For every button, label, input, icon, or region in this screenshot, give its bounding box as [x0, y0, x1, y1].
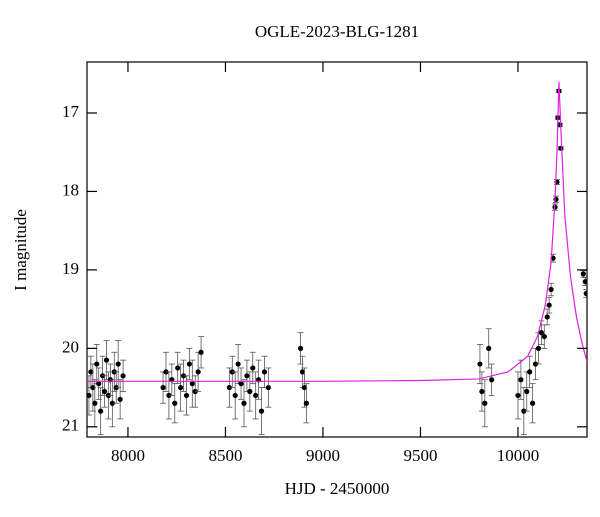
data-point — [303, 400, 309, 406]
data-point — [92, 400, 98, 406]
chart-title: OGLE-2023-BLG-1281 — [255, 22, 419, 41]
data-point — [232, 392, 238, 399]
data-point — [299, 369, 306, 375]
data-point — [101, 388, 108, 395]
data-point — [580, 271, 586, 277]
data-point — [172, 400, 178, 406]
data-point — [479, 388, 485, 395]
data-point — [88, 369, 94, 375]
data-point — [527, 369, 533, 375]
data-point — [538, 330, 544, 336]
data-point — [244, 373, 250, 379]
data-point — [582, 279, 587, 285]
data-point — [178, 384, 184, 391]
data-point — [183, 392, 190, 399]
data-point — [253, 392, 259, 399]
data-point — [301, 384, 308, 391]
data-point — [548, 286, 554, 293]
data-point — [241, 400, 247, 406]
data-point — [529, 400, 536, 406]
data-point — [297, 345, 304, 351]
data-point — [247, 388, 253, 395]
data-point — [261, 369, 268, 375]
x-axis-label: HJD - 2450000 — [285, 479, 390, 498]
data-point — [238, 381, 244, 387]
data-point — [96, 381, 102, 387]
data-point — [120, 373, 126, 379]
y-tick-label: 19 — [62, 259, 79, 278]
data-point — [186, 361, 192, 367]
data-point — [195, 369, 201, 375]
data-point — [544, 314, 550, 320]
data-point — [235, 361, 241, 367]
data-point — [175, 365, 181, 371]
data-point — [541, 333, 547, 340]
data-point — [558, 145, 564, 151]
plot-frame — [86, 61, 588, 438]
y-tick-label: 20 — [62, 337, 79, 356]
data-point — [94, 361, 100, 367]
data-point — [258, 408, 265, 414]
x-tick-label: 8000 — [111, 446, 145, 465]
data-point — [160, 384, 166, 391]
y-tick-label: 21 — [62, 416, 79, 435]
x-tick-label: 9000 — [306, 446, 340, 465]
data-point — [98, 408, 104, 414]
data-point — [198, 349, 204, 355]
y-tick-label: 18 — [62, 180, 79, 199]
x-tick-label: 9500 — [403, 446, 437, 465]
y-tick-label: 17 — [62, 102, 80, 121]
data-point — [546, 302, 552, 308]
data-point — [524, 388, 530, 395]
data-point — [489, 377, 495, 383]
data-point — [109, 400, 115, 406]
data-point — [477, 361, 483, 367]
data-point — [90, 384, 96, 391]
data-point — [265, 384, 271, 391]
data-point — [553, 196, 559, 202]
model-curve — [87, 81, 587, 382]
data-point — [583, 290, 587, 297]
y-axis-label: I magnitude — [11, 209, 30, 291]
data-point — [87, 392, 92, 399]
data-point — [115, 361, 121, 367]
data-point — [117, 396, 123, 402]
data-point — [103, 357, 110, 363]
x-tick-label: 10000 — [497, 446, 540, 465]
plot-area — [87, 81, 587, 436]
x-tick-label: 8500 — [208, 446, 242, 465]
data-point — [486, 345, 492, 351]
data-point — [189, 381, 195, 387]
data-point — [250, 365, 256, 371]
data-point — [515, 392, 521, 399]
data-point — [535, 345, 542, 351]
data-point — [518, 377, 524, 383]
data-point — [482, 400, 488, 406]
